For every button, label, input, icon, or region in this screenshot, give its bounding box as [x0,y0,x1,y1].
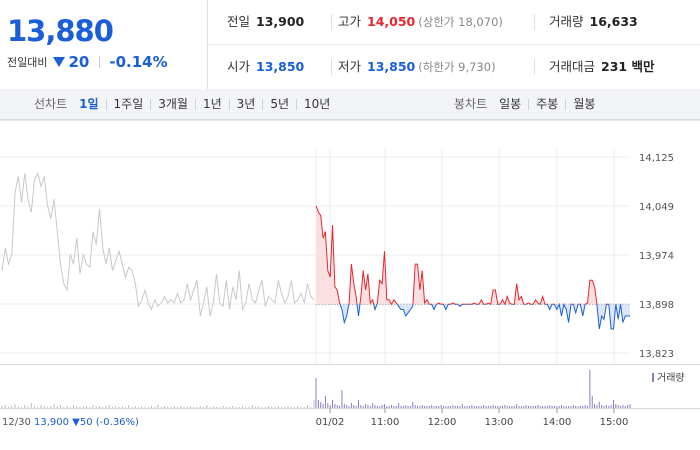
down-price-line [339,304,630,330]
low-label: 저가 [338,59,362,74]
volume-legend-swatch [652,373,654,382]
down-arrow-icon [52,57,65,67]
prev-close-label: 전일 [227,14,251,29]
volume-panel: 거래량 [0,364,700,409]
tab-candle-period-2[interactable]: 월봉 [573,97,596,111]
high-value: 14,050 [367,14,416,29]
x-tick-label: 01/02 [316,417,345,428]
open-label: 시가 [227,59,251,74]
tab-line-period-6[interactable]: 10년 [304,97,331,111]
change-value: 20 [68,53,90,71]
line-chart-tabs: 선차트 1일 1주일 3개월 1년 3년 5년 10년 [34,89,334,119]
tab-line-period-2[interactable]: 3개월 [158,97,188,111]
tab-divider [194,99,196,110]
stock-quote-header: 13,880 전일대비 20 -0.14% 전일 13,900 고가 14,050(… [0,0,700,90]
amount-label: 거래대금 [549,59,596,74]
y-tick-label: 14,049 [639,202,674,213]
quote-row-2: 시가 13,850 저가 13,850 (하한가 9,730) 거래대금 231 백만 [208,45,700,89]
line-chart-label: 선차트 [34,97,68,111]
open-cell: 시가 13,850 [227,45,304,89]
chart-grid [0,120,700,363]
change-percent: -0.14% [109,53,168,71]
chart-period-bar: 선차트 1일 1주일 3개월 1년 3년 5년 10년 봉차트 일봉 주봉 월봉 [0,89,700,120]
low-cell: 저가 13,850 (하한가 9,730) [338,45,496,89]
upper-limit: (상한가 18,070) [418,15,503,29]
x-tick-label: 15:00 [600,417,629,428]
tab-line-period-1[interactable]: 1주일 [113,97,144,111]
tab-divider [150,99,152,110]
high-cell: 고가 14,050 (상한가 18,070) [338,0,503,44]
current-price: 13,880 [7,14,114,48]
high-label: 고가 [338,14,362,29]
intraday-price-chart[interactable]: 14,125 14,049 13,974 13,898 13,823 거래량 01/02… [0,120,700,450]
divider [331,14,332,30]
x-axis: 01/02 11:00 12:00 13:00 14:00 15:00 [316,408,629,428]
prev-close-cell: 전일 13,900 [227,0,304,44]
y-tick-label: 14,125 [639,153,674,164]
x-tick-label: 12:00 [428,417,457,428]
tab-divider [105,99,107,110]
prev-day-line [1,171,315,317]
volume-value: 16,633 [589,14,638,29]
y-tick-label: 13,898 [639,300,674,311]
volume-cell: 거래량 16,633 [549,0,638,44]
tab-divider [228,99,230,110]
prev-day-series [1,171,315,317]
x-tick-label: 13:00 [485,417,514,428]
today-series [315,205,630,330]
prev-day-summary: 12/30 13,900 ▼50 (-0.36%) [2,417,139,428]
tab-divider [565,99,567,110]
prev-day-info: 12/30 13,900 ▼50 (-0.36%) [2,417,139,428]
up-price-line [315,205,622,305]
candle-chart-label: 봉차트 [454,97,488,111]
tab-line-period-0[interactable]: 1일 [79,97,99,111]
low-value: 13,850 [367,59,416,74]
change-row: 전일대비 20 -0.14% [7,53,168,71]
up-area-fill [316,205,621,305]
tab-divider [262,99,264,110]
volume-legend: 거래량 [657,372,685,384]
tab-line-period-3[interactable]: 1년 [202,97,222,111]
divider [534,14,535,30]
divider [534,59,535,75]
volume-label: 거래량 [549,14,584,29]
tab-candle-period-0[interactable]: 일봉 [499,97,522,111]
prev-close-value: 13,900 [256,14,305,29]
y-tick-label: 13,823 [639,349,674,360]
candle-chart-tabs: 봉차트 일봉 주봉 월봉 [454,89,599,119]
tab-divider [296,99,298,110]
quote-row-1: 전일 13,900 고가 14,050 (상한가 18,070) 거래량 16,633 [208,0,700,45]
divider [331,59,332,75]
tab-line-period-5[interactable]: 5년 [270,97,290,111]
x-tick-label: 14:00 [543,417,572,428]
down-area-fill [316,304,630,329]
tab-line-period-4[interactable]: 3년 [236,97,256,111]
tab-candle-period-1[interactable]: 주봉 [536,97,559,111]
x-tick-label: 11:00 [371,417,400,428]
tab-divider [528,99,530,110]
open-value: 13,850 [256,59,305,74]
lower-limit: (하한가 9,730) [418,60,496,74]
change-label: 전일대비 [7,56,48,69]
current-price-block: 13,880 전일대비 20 -0.14% [0,0,208,89]
divider [98,56,100,68]
amount-value: 231 백만 [601,59,655,74]
amount-cell: 거래대금 231 백만 [549,45,654,89]
quote-summary-grid: 전일 13,900 고가 14,050 (상한가 18,070) 거래량 16,633 … [208,0,700,89]
y-axis: 14,125 14,049 13,974 13,898 13,823 [639,153,674,360]
y-tick-label: 13,974 [639,251,674,262]
